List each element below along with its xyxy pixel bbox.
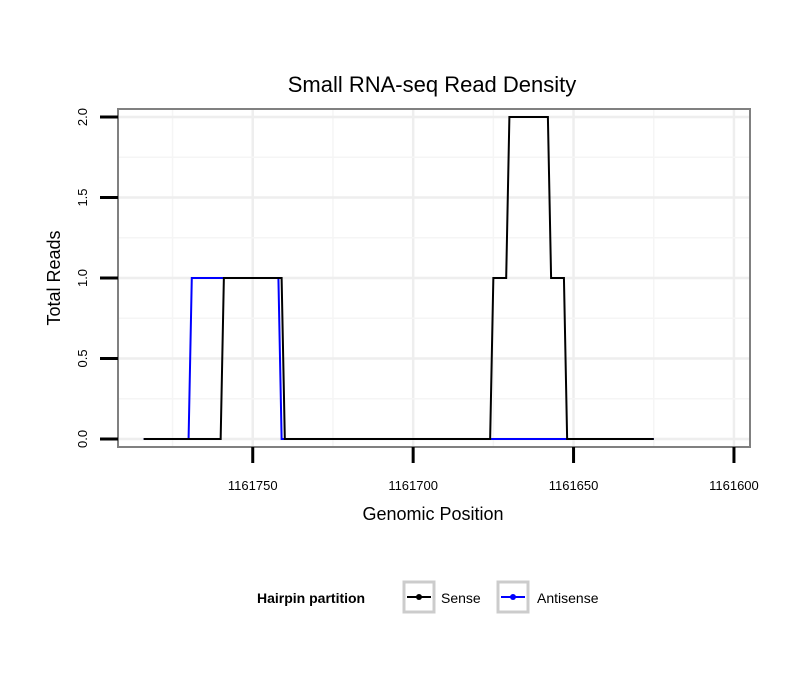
legend-label-sense: Sense <box>441 590 481 606</box>
legend-title: Hairpin partition <box>257 590 365 606</box>
series-line-sense <box>143 116 654 440</box>
legend-item-antisense: Antisense <box>496 580 599 614</box>
legend-item-sense: Sense <box>402 580 481 614</box>
series-layer <box>143 116 654 440</box>
x-axis: 1161750 1161700 1161650 1161600 <box>228 447 759 493</box>
y-axis: 0.0 0.5 1.0 1.5 2.0 <box>75 108 118 448</box>
y-tick-label-0: 0.0 <box>75 430 90 448</box>
legend-key-point-sense <box>416 594 422 600</box>
y-tick-label-3: 1.5 <box>75 188 90 206</box>
x-tick-label-2: 1161650 <box>549 478 599 493</box>
y-tick-label-2: 1.0 <box>75 269 90 287</box>
x-tick-label-3: 1161600 <box>709 478 759 493</box>
y-axis-title: Total Reads <box>44 230 64 325</box>
legend-label-antisense: Antisense <box>537 590 599 606</box>
y-tick-label-1: 0.5 <box>75 349 90 367</box>
x-tick-label-1: 1161700 <box>388 478 438 493</box>
legend-key-point-antisense <box>510 594 516 600</box>
y-tick-label-4: 2.0 <box>75 108 90 126</box>
x-axis-title: Genomic Position <box>362 504 503 524</box>
x-tick-label-0: 1161750 <box>228 478 278 493</box>
chart-title: Small RNA-seq Read Density <box>288 72 577 97</box>
legend: Hairpin partition Sense Antisense <box>257 580 599 614</box>
